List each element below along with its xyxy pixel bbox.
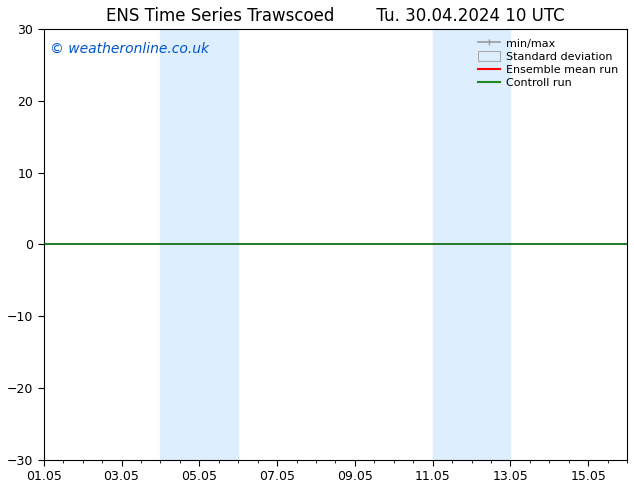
Bar (160, 29, 238, 460)
Bar (432, 29, 510, 460)
Text: © weatheronline.co.uk: © weatheronline.co.uk (49, 42, 209, 56)
Title: ENS Time Series Trawscoed        Tu. 30.04.2024 10 UTC: ENS Time Series Trawscoed Tu. 30.04.2024… (106, 7, 565, 25)
Legend: min/max, Standard deviation, Ensemble mean run, Controll run: min/max, Standard deviation, Ensemble me… (475, 35, 621, 92)
